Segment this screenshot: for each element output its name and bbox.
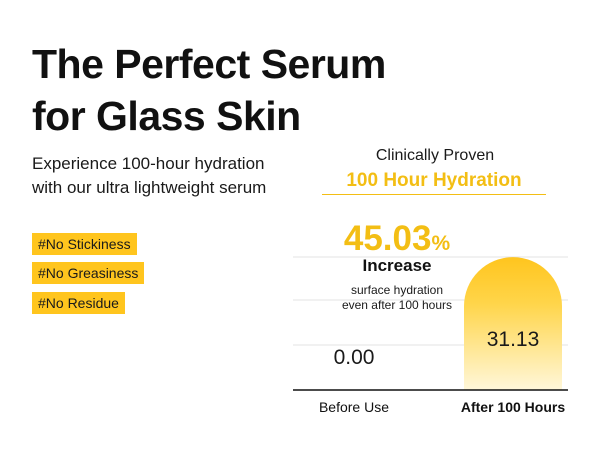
- percent-sign: %: [431, 232, 451, 255]
- bar-value-label-2: 31.13: [487, 328, 540, 351]
- category-label-2: After 100 Hours: [461, 399, 565, 415]
- note-line-1: surface hydration: [350, 283, 444, 297]
- subtitle-line-1: Experience 100-hour hydration: [32, 154, 265, 173]
- claim-headline: 100 Hour Hydration: [322, 170, 546, 195]
- title-line-2: for Glass Skin: [32, 93, 301, 139]
- increase-percent-value: 45.03: [343, 219, 432, 258]
- category-label-1: Before Use: [319, 399, 389, 415]
- subtitle: Experience 100-hour hydration with our u…: [32, 152, 302, 200]
- tag-no-stickiness: #No Stickiness: [32, 233, 137, 255]
- subtitle-line-2: with our ultra lightweight serum: [32, 178, 267, 197]
- increase-note: surface hydration even after 100 hours: [290, 283, 504, 313]
- page-title: The Perfect Serum for Glass Skin: [32, 38, 386, 142]
- title-line-1: The Perfect Serum: [32, 41, 386, 87]
- tag-no-residue: #No Residue: [32, 292, 125, 314]
- increase-percent: 45.03%: [290, 219, 504, 259]
- bar-value-label-1: 0.00: [334, 346, 375, 369]
- increase-label: Increase: [362, 256, 432, 275]
- tag-no-greasiness: #No Greasiness: [32, 262, 145, 284]
- note-line-2: even after 100 hours: [341, 298, 453, 312]
- claim-label: Clinically Proven: [375, 147, 495, 164]
- bar-2: [464, 257, 562, 390]
